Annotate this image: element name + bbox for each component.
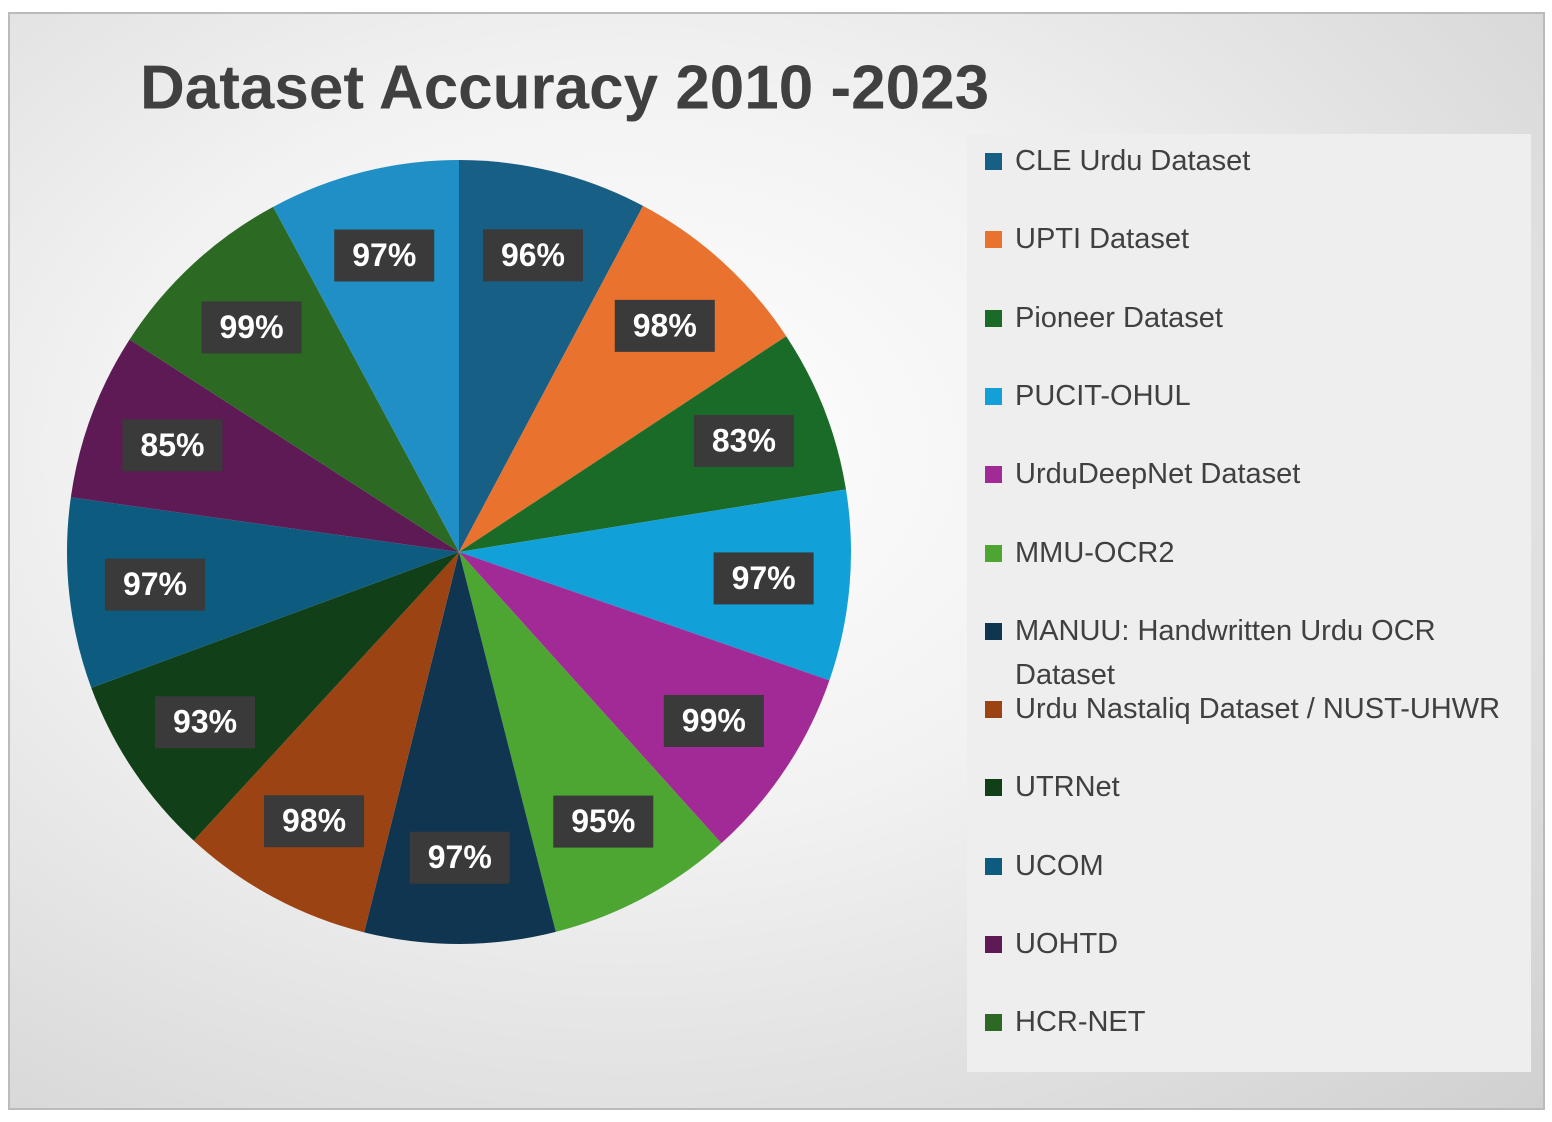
pie-slice	[459, 336, 846, 552]
data-label-box	[713, 552, 814, 605]
data-label-text: 99%	[219, 309, 283, 345]
legend-label: Urdu Nastaliq Dataset / NUST-UHWR	[1015, 693, 1501, 726]
legend-swatch	[985, 466, 1002, 484]
data-label: 85%	[122, 419, 223, 472]
legend-swatch	[985, 231, 1002, 249]
legend-label: Pioneer Dataset	[1015, 301, 1223, 334]
legend-label: UOHTD	[1015, 928, 1119, 960]
data-label: 83%	[693, 414, 794, 467]
data-label-box	[201, 301, 302, 354]
pie-slice	[459, 205, 787, 552]
pie-slice	[193, 552, 459, 933]
data-label-text: 98%	[633, 307, 697, 343]
chart-title: Dataset Accuracy 2010 -2023	[140, 53, 989, 122]
data-label-box	[155, 696, 256, 749]
legend-label: CLE Urdu Dataset	[1015, 145, 1251, 177]
legend-label: UPTI Dataset	[1015, 223, 1190, 256]
legend-swatch	[985, 1014, 1002, 1032]
data-label-text: 97%	[732, 560, 796, 596]
data-label-box	[693, 414, 794, 467]
data-label-text: 97%	[123, 566, 187, 602]
data-label-text: 85%	[140, 427, 204, 463]
data-label-text: 93%	[173, 704, 237, 740]
legend: CLE Urdu Dataset UPTI Dataset Pioneer Data…	[967, 134, 1531, 1072]
legend-label: HCR-NET	[1015, 1006, 1146, 1039]
data-label-box	[334, 229, 435, 282]
legend-swatch	[985, 779, 1002, 797]
pie-slice	[459, 552, 722, 932]
data-label-box	[663, 694, 764, 747]
legend-label: UCOM	[1015, 849, 1104, 882]
pie-slice	[459, 489, 851, 681]
data-label-text: 83%	[712, 422, 776, 458]
data-label: 97%	[713, 552, 814, 605]
legend-label: MMU-OCR2	[1015, 536, 1175, 569]
data-label: 97%	[409, 831, 510, 884]
legend-swatch	[985, 857, 1002, 875]
legend-swatch	[985, 701, 1002, 719]
data-label-box	[482, 229, 583, 282]
chart-frame: Dataset Accuracy 2010 -2023 96% 98% 83% 97%…	[8, 12, 1545, 1110]
data-label-box	[264, 795, 365, 848]
legend-swatch	[985, 309, 1002, 327]
data-label-text: 98%	[282, 803, 346, 839]
data-label-text: 95%	[571, 803, 635, 839]
pie-slice	[70, 339, 459, 552]
data-label-text: 97%	[352, 237, 416, 273]
legend-label: PUCIT-OHUL	[1015, 379, 1191, 412]
legend-swatch	[985, 622, 1002, 640]
legend-swatch	[985, 153, 1002, 170]
legend-swatch	[985, 936, 1002, 953]
data-label: 98%	[614, 299, 715, 352]
data-label-text: 97%	[428, 839, 492, 875]
legend-label: UrduDeepNet Dataset	[1015, 458, 1301, 491]
legend-label: UTRNet	[1015, 771, 1120, 804]
data-label: 93%	[155, 696, 256, 749]
data-label: 99%	[663, 694, 764, 747]
pie-slice	[129, 206, 459, 552]
data-label: 97%	[104, 558, 205, 611]
data-label: 98%	[264, 795, 365, 848]
data-label-box	[122, 419, 223, 472]
data-label-box	[104, 558, 205, 611]
data-label: 99%	[201, 301, 302, 354]
data-label-box	[553, 795, 654, 848]
data-label: 97%	[334, 229, 435, 282]
data-label-text: 99%	[682, 702, 746, 738]
chart: Dataset Accuracy 2010 -2023 96% 98% 83% 97%…	[66, 53, 989, 944]
data-label: 96%	[482, 229, 583, 282]
data-label-box	[409, 831, 510, 884]
legend-label: MANUU: Handwritten Urdu OCR Dataset	[1015, 614, 1436, 691]
data-label: 95%	[553, 795, 654, 848]
pie-slice	[91, 552, 459, 841]
data-label-box	[614, 299, 715, 352]
pie-slice	[66, 497, 459, 688]
legend-swatch	[985, 544, 1002, 562]
pie-slice	[459, 552, 830, 844]
data-label-text: 96%	[501, 237, 565, 273]
legend-swatch	[985, 387, 1002, 405]
